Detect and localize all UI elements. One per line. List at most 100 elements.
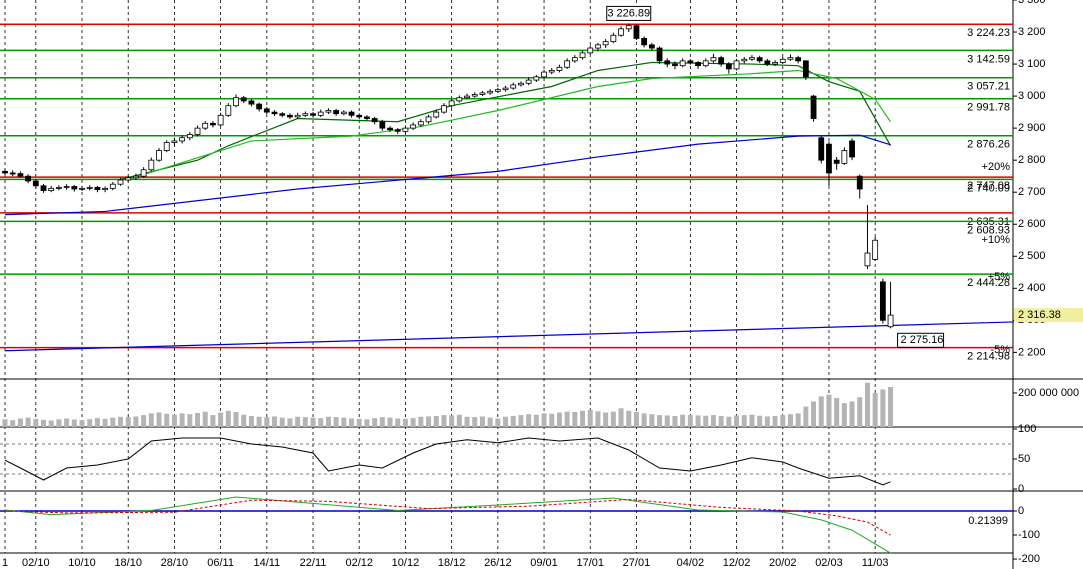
candle-body <box>625 25 632 30</box>
volume-bar <box>441 415 447 427</box>
volume-bar <box>125 417 131 427</box>
volume-bar <box>533 414 539 427</box>
volume-bar <box>264 417 270 427</box>
volume-bar <box>310 417 316 427</box>
volume-bar <box>526 414 532 427</box>
candle-body <box>317 111 324 116</box>
candle-body <box>364 116 370 119</box>
volume-bar <box>795 413 801 427</box>
volume-bar <box>487 417 493 427</box>
candle-body <box>618 28 624 36</box>
candle-body <box>225 105 232 116</box>
candle-body <box>610 34 617 43</box>
volume-bar <box>387 417 393 427</box>
volume-bar <box>272 416 278 427</box>
candle-body <box>533 76 540 81</box>
volume-bar <box>372 418 378 427</box>
label-box <box>606 5 652 21</box>
volume-bar <box>456 414 462 427</box>
volume-bar <box>633 412 639 427</box>
volume-bar <box>864 382 870 427</box>
x-tick-label: 10/12 <box>392 557 420 569</box>
candle-body <box>479 92 486 95</box>
x-tick-label: 17/01 <box>576 557 604 569</box>
y-tick-label: 3 200 <box>1018 26 1046 38</box>
candle-body <box>548 70 555 73</box>
volume-bar <box>79 420 85 427</box>
x-tick-label: 18/10 <box>114 557 142 569</box>
candle-body <box>117 179 124 185</box>
y-tick-label: 0 <box>1018 505 1024 517</box>
candle-body <box>94 186 101 191</box>
candle-body <box>471 94 478 97</box>
volume-bar <box>518 415 524 427</box>
volume-bar <box>302 417 308 427</box>
y-tick-label: 0 <box>1018 483 1024 495</box>
volume-bar <box>71 419 77 427</box>
y-tick-label: 3 000 <box>1018 90 1046 102</box>
volume-bar <box>872 392 878 427</box>
candle-body <box>140 169 147 177</box>
x-tick-label: 28/10 <box>161 557 189 569</box>
level-label: 2 747.08 <box>967 180 1010 192</box>
volume-bar <box>541 413 547 427</box>
y-tick-label: -200 <box>1018 553 1040 565</box>
volume-bar <box>133 416 139 427</box>
candle-body <box>217 114 224 126</box>
candle-body <box>595 44 601 49</box>
volume-bar <box>841 403 847 427</box>
volume-bar <box>610 411 616 427</box>
x-tick-label: 18/12 <box>438 557 466 569</box>
label-box <box>897 332 945 348</box>
candle-body <box>102 187 109 191</box>
volume-bar <box>572 412 578 427</box>
candle-body <box>795 57 802 62</box>
volume-bar <box>757 415 763 427</box>
volume-bar <box>764 416 770 427</box>
volume-bar <box>695 415 701 427</box>
volume-bar <box>356 418 362 427</box>
volume-bar <box>33 418 39 427</box>
annotation: +20% <box>982 161 1011 173</box>
x-tick-label: 06/11 <box>207 557 234 569</box>
candle-body <box>402 127 409 132</box>
volume-bar <box>649 414 655 427</box>
level-label: 2 991.78 <box>967 102 1010 114</box>
candle-body <box>518 82 524 86</box>
x-tick-label: 1 <box>2 557 8 569</box>
y-tick-label: 2 800 <box>1018 154 1046 166</box>
volume-bar <box>349 418 355 427</box>
candle-body <box>63 186 70 188</box>
volume-bar <box>2 419 8 427</box>
last-price-label: 2 316.38 <box>1018 309 1061 321</box>
volume-bar <box>780 415 786 427</box>
volume-bar <box>156 412 162 427</box>
x-tick-label: 12/02 <box>723 557 751 569</box>
candle-body <box>656 47 663 62</box>
high-label: 3 226.89 <box>607 7 650 19</box>
y-tick-label: 200 000 000 <box>1018 387 1079 399</box>
candle-body <box>833 159 840 164</box>
volume-bar <box>580 410 586 427</box>
candle-body <box>294 114 301 118</box>
candle-body <box>872 239 879 260</box>
volume-bar <box>225 410 231 427</box>
volume-bar <box>680 414 686 427</box>
candle-body <box>525 79 532 84</box>
y-tick-label: 100 <box>1018 423 1036 435</box>
x-tick-label: 10/10 <box>68 557 96 569</box>
annotation: +5% <box>988 271 1011 283</box>
x-tick-label: 14/11 <box>253 557 280 569</box>
candle-body <box>779 58 786 63</box>
candle-body <box>279 113 286 116</box>
x-tick-label: 22/11 <box>300 557 327 569</box>
candle-body <box>302 113 309 116</box>
candle-body <box>695 62 701 67</box>
candle-body <box>749 57 755 60</box>
volume-bar <box>325 416 331 427</box>
volume-bar <box>710 415 716 427</box>
candle-body <box>9 172 16 175</box>
x-tick-label: 27/01 <box>623 557 651 569</box>
x-tick-label: 02/03 <box>815 557 843 569</box>
candle-body <box>148 159 155 171</box>
